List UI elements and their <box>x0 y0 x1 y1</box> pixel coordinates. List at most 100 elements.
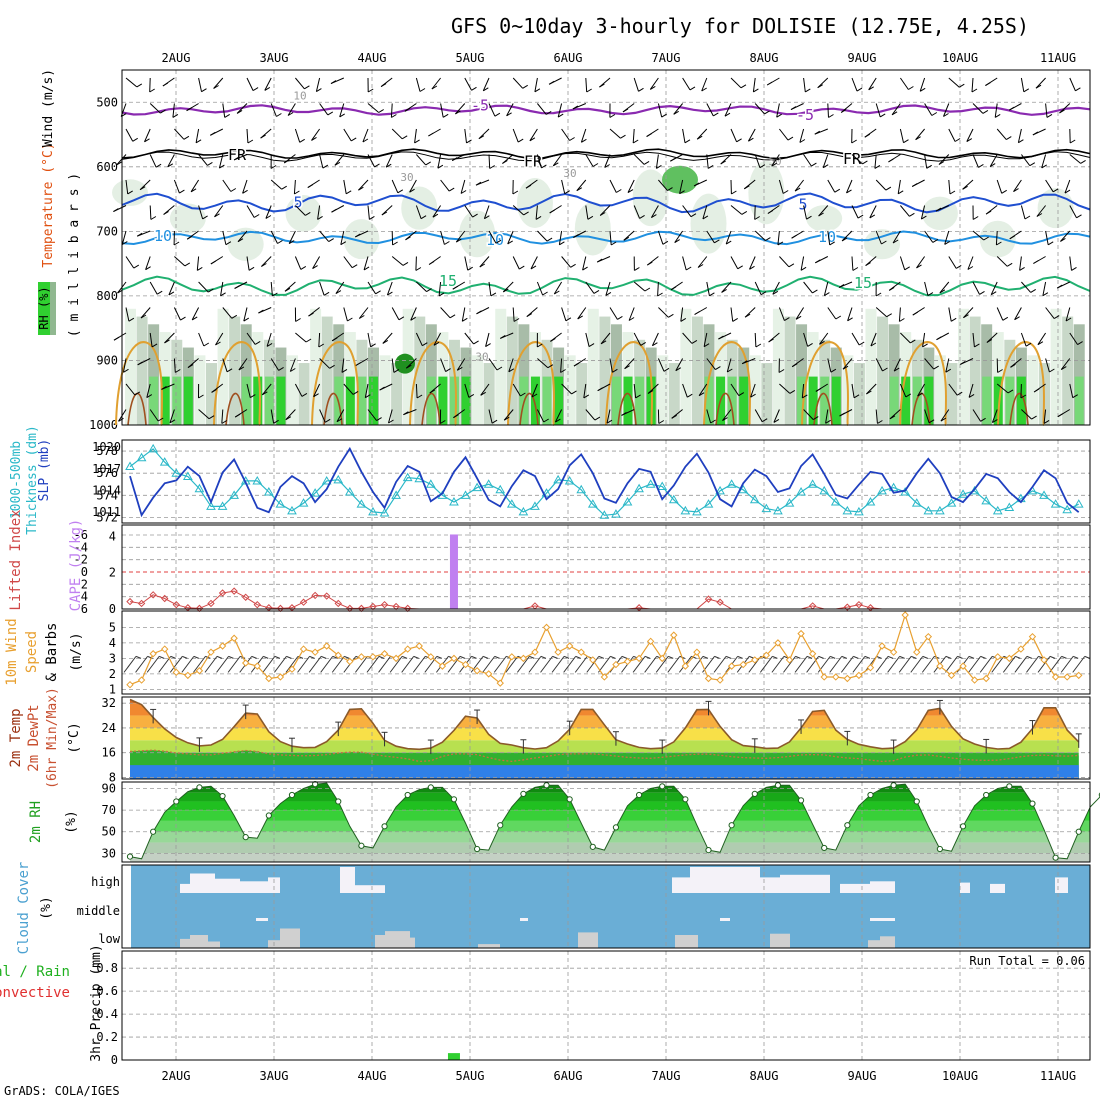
wind-barb-feather <box>1001 189 1007 194</box>
lifted-index-label: Lifted Index <box>8 509 24 610</box>
wind-speed-point <box>704 674 713 683</box>
wind-barb-feather <box>546 237 553 242</box>
wind-barb <box>339 103 345 118</box>
wind-barb-feather <box>703 343 710 348</box>
wind-barb-feather <box>738 392 745 397</box>
cloud-high-block <box>180 883 190 893</box>
wind-barb <box>1036 205 1046 217</box>
isotherm-label: -5 <box>471 97 489 115</box>
wind-barb-feather <box>211 388 217 393</box>
surface-wind-barb-feather <box>598 655 604 659</box>
rh-column-low <box>958 308 970 425</box>
wind-barb-feather <box>456 238 462 243</box>
wind-barb <box>803 77 806 92</box>
rh-point <box>728 822 735 829</box>
wind-barb <box>343 128 352 142</box>
wind-barb-feather <box>668 313 674 318</box>
wind-barb-feather <box>806 215 812 220</box>
surface-wind-barb <box>447 656 461 673</box>
wind-barb <box>295 205 306 216</box>
wind-speed-point <box>438 662 447 670</box>
lifted-index-point <box>241 593 250 601</box>
wind-barb-feather <box>523 211 529 216</box>
level-tick: 1000 <box>89 418 118 432</box>
surface-wind-barb-feather <box>170 655 176 659</box>
wind-barb-feather <box>184 262 191 267</box>
wind-barb-feather <box>195 139 202 144</box>
wind-barb-feather <box>116 161 122 166</box>
surface-wind-barb-feather <box>320 655 327 659</box>
surface-wind-barb <box>632 656 646 673</box>
surface-wind-barb <box>968 656 982 673</box>
wind-barb-feather <box>753 88 759 93</box>
wind-barb-feather <box>468 393 475 398</box>
wind-speed-point <box>623 657 632 666</box>
wind-barb-feather <box>565 317 572 322</box>
rh-point <box>543 782 550 789</box>
wind-barb-feather <box>203 342 210 347</box>
wind-speed-point <box>658 654 666 663</box>
wind-barb-feather <box>308 312 314 317</box>
cloud-low-block <box>675 935 698 948</box>
wind-barb-feather <box>167 163 174 168</box>
rh-point <box>381 823 388 830</box>
wind-barb-feather <box>352 390 359 395</box>
wind-speed-point <box>276 673 285 681</box>
thickness-point <box>159 457 170 466</box>
bottom-day-label: 11AUG <box>1040 1069 1076 1083</box>
wind-barb-feather <box>840 109 847 113</box>
wind-barb-feather <box>684 139 691 144</box>
wind-barb <box>945 358 950 373</box>
wind-barb-feather <box>644 287 651 292</box>
wind-speed-point <box>820 673 828 681</box>
wind-barb-feather <box>815 259 821 264</box>
rh-column-low <box>286 355 298 425</box>
wind-barb-feather <box>483 87 489 92</box>
wind-barb <box>651 332 659 346</box>
wind-barb-feather <box>428 261 435 265</box>
isotherm-25 <box>617 392 637 426</box>
wind-barb-feather <box>628 317 635 321</box>
wind-barb-feather <box>663 367 670 372</box>
wind-barb <box>938 154 950 165</box>
wind-barb <box>721 281 732 293</box>
lifted-index-point <box>380 600 389 609</box>
wind-barb-feather <box>933 365 939 370</box>
cloud-high-block <box>355 885 385 893</box>
wind-barb <box>415 256 417 271</box>
surface-wind-barb <box>366 656 380 673</box>
rh-column-low <box>888 324 900 425</box>
wind-barb <box>391 128 403 140</box>
wind-barb <box>340 230 345 245</box>
wind-barb-feather <box>1075 87 1081 92</box>
top-day-label: 2AUG <box>162 51 191 65</box>
wind-barb-feather <box>940 417 947 422</box>
wind-barb-feather <box>226 368 233 373</box>
wind-barb-feather <box>609 114 616 118</box>
wind-barb <box>479 256 490 268</box>
wind-barb <box>803 205 807 220</box>
wind-barb-feather <box>612 368 618 373</box>
wind-barb <box>778 307 785 321</box>
wind-barb-feather <box>363 266 370 271</box>
wind-barb-feather <box>1010 363 1016 368</box>
rh-band <box>130 831 1090 843</box>
lifted-index-point <box>334 599 342 608</box>
wind-speed-point <box>901 611 909 619</box>
isotherm-minus5 <box>121 104 1091 116</box>
wind-barb <box>972 103 984 114</box>
surface-wind-barb <box>274 656 287 673</box>
wind-barb-feather <box>1024 215 1031 220</box>
upper-wind-barbs <box>113 77 1086 424</box>
wind-barb-feather <box>835 315 842 320</box>
rh-column-moist <box>264 376 274 425</box>
temp-label-2: 2m DewPt <box>26 704 42 771</box>
surface-wind-barb <box>597 656 611 673</box>
wind-barb <box>682 128 686 143</box>
wind-barb-feather <box>113 208 119 213</box>
wind-barb-feather <box>313 393 319 398</box>
rh-point <box>404 791 411 799</box>
wind-barb-feather <box>978 163 984 168</box>
wind-barb <box>358 179 369 191</box>
wind-barb-feather <box>478 135 485 140</box>
